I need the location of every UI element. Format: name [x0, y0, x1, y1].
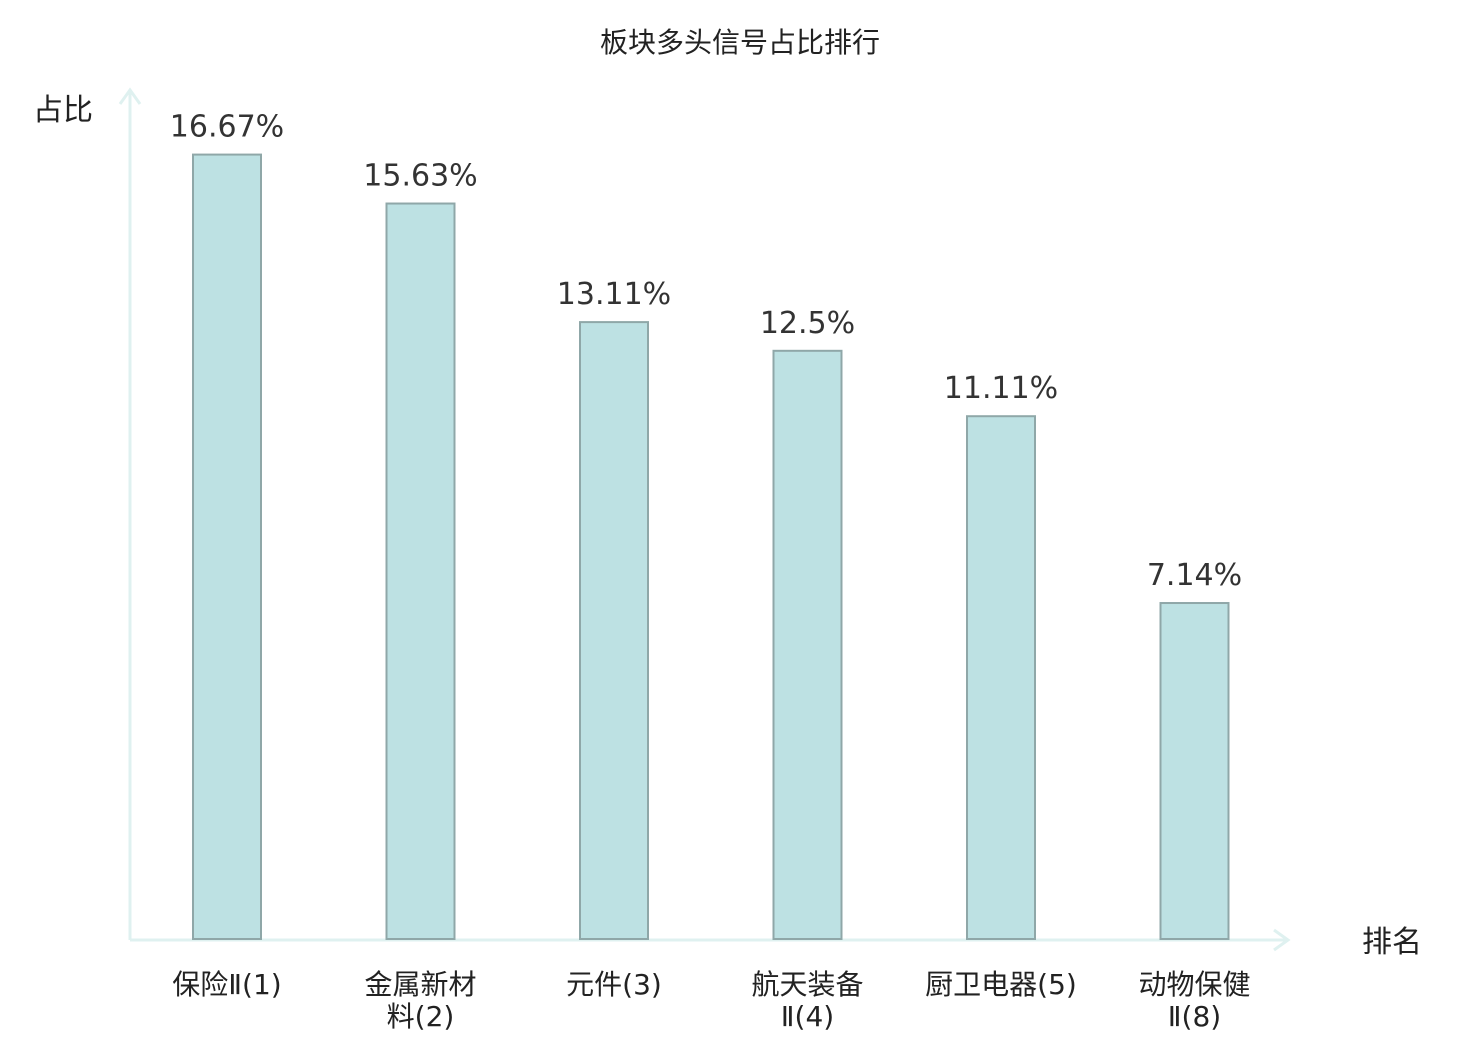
x-axis-arrow	[1273, 928, 1291, 952]
bar-6	[1159, 602, 1230, 940]
value-label-4: 12.5%	[760, 306, 855, 341]
y-axis-arrow	[118, 87, 142, 105]
bar-2	[385, 202, 456, 940]
category-label-6-line-2: Ⅱ(8)	[1168, 1000, 1221, 1033]
axes	[118, 87, 1291, 952]
category-label-6-line-1: 动物保健	[1138, 968, 1250, 1001]
category-label-3: 元件(3)	[566, 968, 662, 1001]
value-label-5: 11.11%	[944, 371, 1058, 406]
value-label-3: 13.11%	[557, 277, 671, 312]
category-label-2-line-1: 金属新材	[364, 968, 476, 1001]
value-label-1: 16.67%	[170, 110, 284, 145]
category-label-4-line-1: 航天装备	[751, 968, 863, 1001]
bar-4	[772, 349, 843, 940]
value-label-2: 15.63%	[363, 159, 477, 194]
category-label-4-line-2: Ⅱ(4)	[781, 1000, 834, 1033]
x-axis-label: 排名	[1362, 925, 1422, 960]
bars-group	[192, 153, 1230, 941]
value-labels-group: 16.67% 15.63% 13.11% 12.5% 11.11% 7.14%	[170, 110, 1242, 593]
category-label-5: 厨卫电器(5)	[925, 968, 1077, 1001]
bar-3	[579, 321, 649, 940]
bar-5	[966, 415, 1036, 940]
y-axis-label: 占比	[33, 93, 93, 128]
bar-1	[192, 153, 262, 941]
category-label-2-line-2: 料(2)	[387, 1000, 455, 1033]
value-label-6: 7.14%	[1147, 558, 1242, 593]
chart-title: 板块多头信号占比排行	[600, 26, 880, 59]
category-label-1: 保险Ⅱ(1)	[172, 968, 281, 1001]
